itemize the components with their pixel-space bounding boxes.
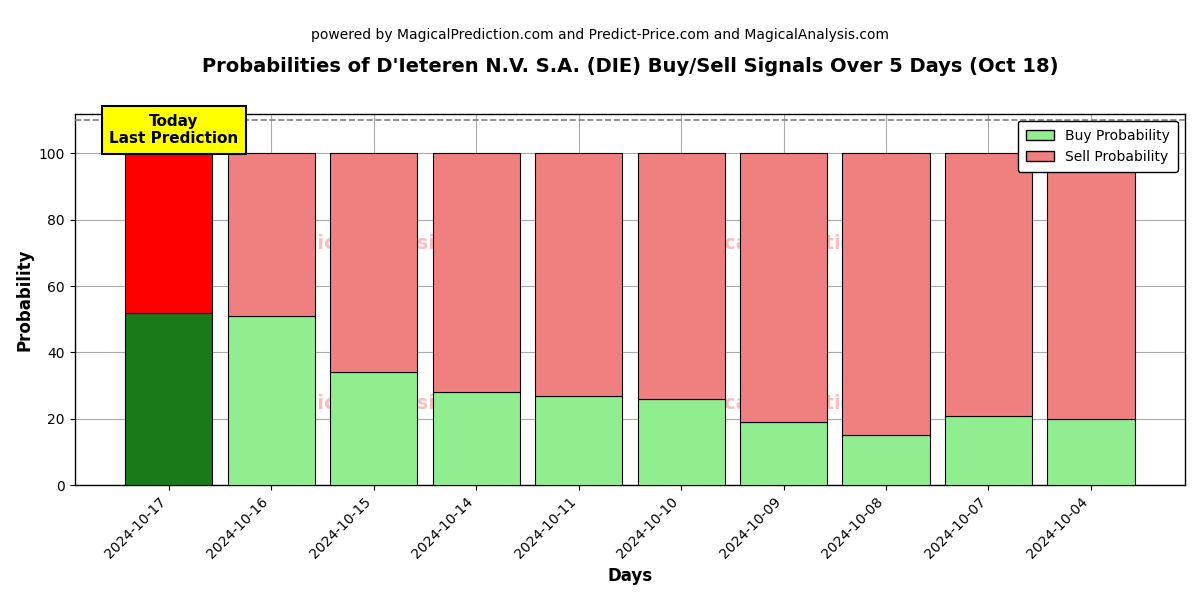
Bar: [842, 436, 930, 485]
Bar: [535, 154, 622, 395]
Bar: [1048, 419, 1134, 485]
X-axis label: Days: Days: [607, 567, 653, 585]
Text: MagicalAnalysis.com: MagicalAnalysis.com: [271, 394, 499, 413]
Bar: [125, 313, 212, 485]
Bar: [740, 154, 827, 422]
Bar: [637, 154, 725, 399]
Bar: [944, 416, 1032, 485]
Text: Today
Last Prediction: Today Last Prediction: [109, 114, 239, 146]
Bar: [432, 392, 520, 485]
Bar: [535, 395, 622, 485]
Bar: [637, 399, 725, 485]
Text: powered by MagicalPrediction.com and Predict-Price.com and MagicalAnalysis.com: powered by MagicalPrediction.com and Pre…: [311, 28, 889, 42]
Bar: [125, 154, 212, 313]
Bar: [842, 154, 930, 436]
Text: MagicalAnalysis.com: MagicalAnalysis.com: [271, 234, 499, 253]
Text: MagicalPrediction.com: MagicalPrediction.com: [672, 234, 922, 253]
Y-axis label: Probability: Probability: [16, 248, 34, 350]
Bar: [228, 154, 314, 316]
Bar: [432, 154, 520, 392]
Bar: [740, 422, 827, 485]
Title: Probabilities of D'Ieteren N.V. S.A. (DIE) Buy/Sell Signals Over 5 Days (Oct 18): Probabilities of D'Ieteren N.V. S.A. (DI…: [202, 57, 1058, 76]
Bar: [944, 154, 1032, 416]
Text: MagicalPrediction.com: MagicalPrediction.com: [672, 394, 922, 413]
Bar: [228, 316, 314, 485]
Bar: [1048, 154, 1134, 419]
Bar: [330, 373, 418, 485]
Legend: Buy Probability, Sell Probability: Buy Probability, Sell Probability: [1018, 121, 1178, 172]
Bar: [330, 154, 418, 373]
